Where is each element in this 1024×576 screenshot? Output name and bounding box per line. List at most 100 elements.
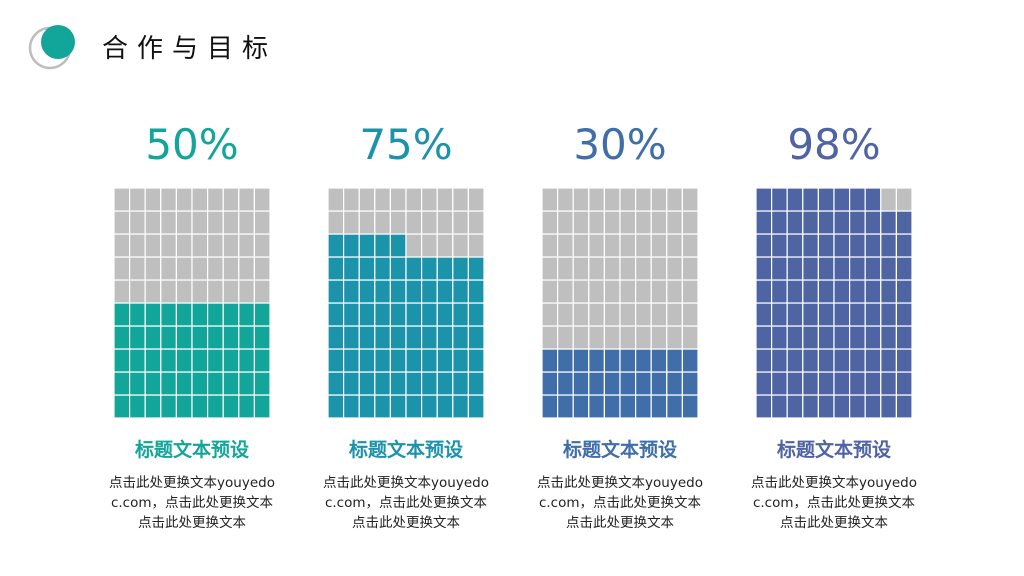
waffle-cell-filled [603,394,621,419]
card-text: 点击此处更换文本youyedoc.com，点击此处更换文本点击此处更换文本 [109,475,275,531]
waffle-cell-filled [666,394,683,419]
waffle-cell-filled [343,371,360,396]
waffle-cell-empty [421,187,438,212]
waffle-cell-filled [175,394,193,419]
waffle-cell-empty [207,256,224,281]
waffle-cell-empty [327,210,345,235]
waffle-cell-filled [755,371,773,396]
waffle-cell-filled [755,394,773,419]
waffle-cell-filled [880,256,897,281]
waffle-cell-filled [802,394,819,419]
waffle-cell-empty [238,256,256,281]
waffle-cell-filled [802,187,819,212]
waffle-cell-filled [817,371,835,396]
waffle-cell-filled [436,325,454,350]
waffle-cell-filled [848,187,866,212]
waffle-cell-empty [666,325,683,350]
waffle-cell-filled [452,325,469,350]
waffle-cell-empty [421,233,438,258]
waffle-cell-filled [770,256,788,281]
waffle-cell-filled [144,325,162,350]
waffle-cell-empty [144,256,162,281]
waffle-cell-empty [634,210,652,235]
waffle-cell-empty [144,233,162,258]
waffle-cell-empty [603,187,621,212]
waffle-cell-empty [405,187,423,212]
waffle-cell-filled [421,302,438,327]
waffle-cell-filled [405,325,423,350]
waffle-cell-filled [541,394,559,419]
waffle-cell-filled [405,394,423,419]
waffle-cell-filled [634,394,652,419]
waffle-cell-filled [327,256,345,281]
waffle-cell-empty [222,210,240,235]
waffle-cell-empty [588,210,605,235]
waffle-cell-empty [650,302,668,327]
waffle-cell-filled [253,348,271,373]
waffle-cell-filled [848,348,866,373]
waffle-cell-empty [358,210,376,235]
waffle-cell-filled [343,256,360,281]
waffle-cell-filled [817,348,835,373]
card-text: 点击此处更换文本youyedoc.com，点击此处更换文本点击此处更换文本 [537,475,703,531]
waffle-cell-filled [556,371,574,396]
waffle-cell-empty [588,279,605,304]
waffle-cell-filled [405,256,423,281]
waffle-cell-filled [238,325,256,350]
waffle-cell-filled [770,371,788,396]
waffle-cell-filled [129,394,146,419]
waffle-cell-filled [113,325,131,350]
waffle-cell-filled [880,394,897,419]
waffle-cell-filled [327,394,345,419]
waffle-cell-filled [817,279,835,304]
waffle-cell-empty [374,187,391,212]
waffle-cell-filled [864,348,882,373]
waffle-cell-empty [113,233,131,258]
waffle-cell-filled [452,348,469,373]
waffle-cell-filled [541,348,559,373]
value-label: 30% [573,120,667,169]
waffle-cell-filled [421,279,438,304]
waffle-cell-filled [770,233,788,258]
waffle-cell-empty [634,325,652,350]
waffle-cell-empty [207,233,224,258]
waffle-cell-empty [572,279,590,304]
waffle-cell-empty [160,233,178,258]
waffle-cell-empty [129,233,146,258]
waffle-cell-filled [253,325,271,350]
waffle-cell-filled [327,371,345,396]
waffle-cell-filled [817,187,835,212]
waffle-cell-filled [421,256,438,281]
waffle-cell-empty [405,210,423,235]
logo-dot [41,25,75,59]
waffle-cell-filled [389,371,407,396]
waffle-cell-filled [405,348,423,373]
waffle-cell-filled [880,233,897,258]
waffle-cell-filled [802,256,819,281]
waffle-cell-empty [588,233,605,258]
waffle-cell-filled [786,279,804,304]
waffle-cell-filled [833,302,851,327]
waffle-cell-filled [755,279,773,304]
waffle-cell-filled [634,348,652,373]
waffle-cell-filled [817,210,835,235]
waffle-cell-filled [129,371,146,396]
waffle-cell-filled [833,371,851,396]
waffle-cell-empty [634,279,652,304]
waffle-cell-empty [191,233,209,258]
waffle-cell-empty [175,187,193,212]
waffle-cell-filled [755,302,773,327]
waffle-cell-empty [619,256,637,281]
waffle-cell-empty [541,279,559,304]
waffle-cell-empty [650,187,668,212]
waffle-cell-filled [895,302,913,327]
waffle-cell-filled [755,187,773,212]
waffle-cell-empty [541,256,559,281]
waffle-cell-filled [467,256,485,281]
waffle-cell-filled [191,348,209,373]
waffle-cell-filled [755,256,773,281]
waffle-cell-filled [175,348,193,373]
waffle-cell-filled [207,394,224,419]
